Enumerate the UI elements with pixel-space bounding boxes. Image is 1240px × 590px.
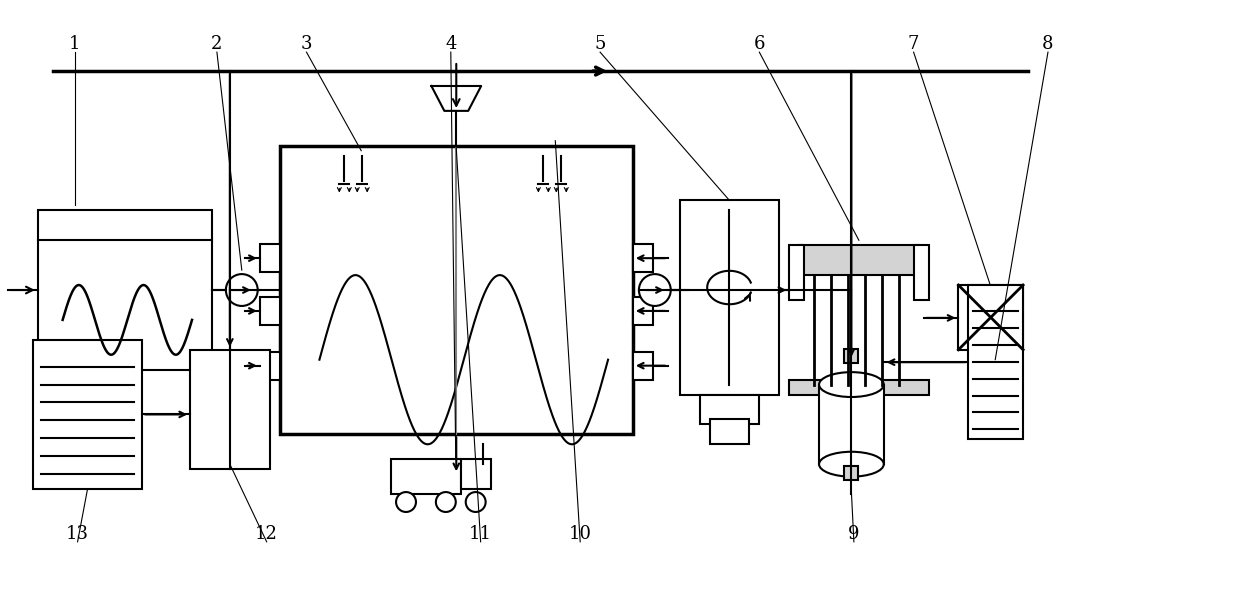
Circle shape [436,492,456,512]
Bar [709,419,749,444]
Bar [32,340,143,489]
Bar [968,285,1023,440]
Bar [789,379,929,395]
Text: 6: 6 [754,35,765,53]
Bar [632,297,652,325]
Text: 9: 9 [848,525,859,543]
Circle shape [396,492,415,512]
Bar [820,385,884,464]
Bar [632,244,652,272]
Bar [680,201,779,395]
Bar [259,352,279,379]
Text: 11: 11 [469,525,492,543]
Bar [789,245,804,300]
Text: 10: 10 [569,525,591,543]
Circle shape [226,274,258,306]
Text: 3: 3 [301,35,312,53]
Bar [799,245,919,275]
Bar [391,459,461,494]
Text: 13: 13 [66,525,89,543]
Ellipse shape [820,452,884,477]
Bar [914,245,929,300]
Text: 2: 2 [211,35,223,53]
Bar [259,297,279,325]
Text: 5: 5 [594,35,606,53]
Text: 8: 8 [1043,35,1054,53]
Circle shape [639,274,671,306]
Text: 12: 12 [255,525,278,543]
Text: 1: 1 [69,35,81,53]
Bar [844,349,858,363]
Ellipse shape [820,372,884,397]
Bar [259,244,279,272]
Bar [959,285,1023,350]
Bar [37,211,212,370]
Bar [461,459,491,489]
Bar [632,352,652,379]
Bar [844,466,858,480]
Bar [190,350,269,469]
Text: 7: 7 [908,35,919,53]
Bar [699,395,759,424]
Bar [279,146,632,434]
Text: 4: 4 [445,35,456,53]
Circle shape [466,492,486,512]
